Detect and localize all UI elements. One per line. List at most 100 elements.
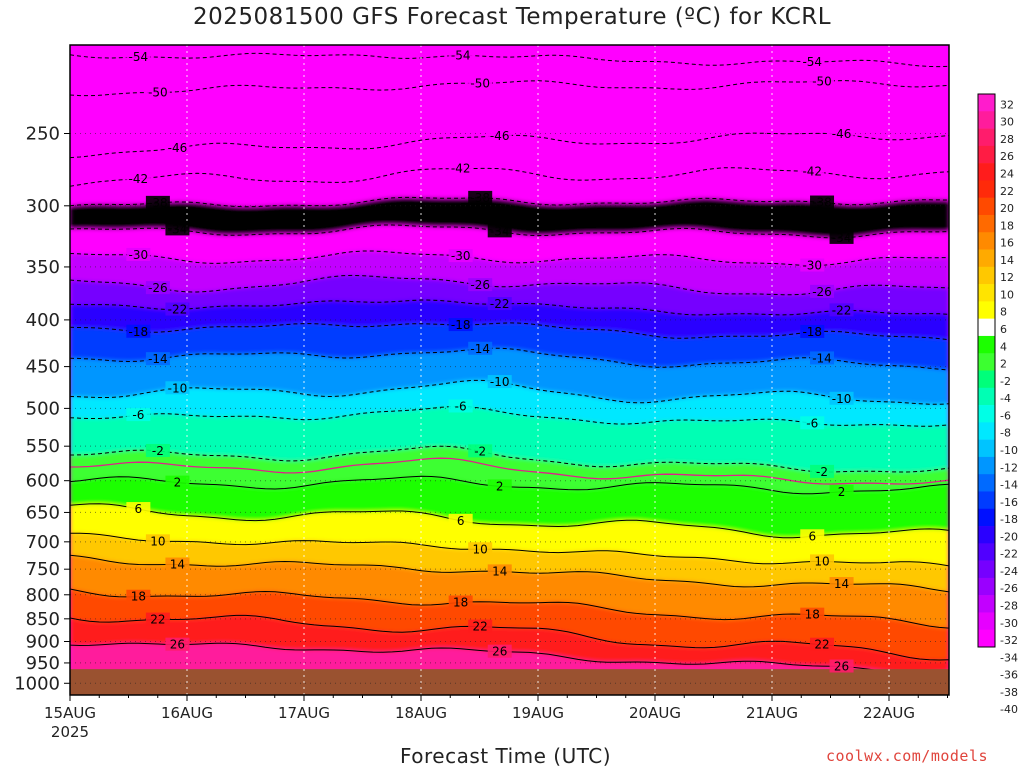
contour-label-bg [448,399,473,413]
field-band [70,133,949,187]
contour-label: -38 [812,196,832,210]
contour-label: -6 [455,399,467,413]
contour-label-bg [165,381,190,395]
colorbar-label: -26 [1000,582,1018,595]
colorbar-label: 24 [1000,167,1014,180]
colorbar-swatch [978,111,995,129]
contour-label-bg [800,529,825,543]
contour-label-bg [810,554,835,568]
colorbar-swatch [978,629,995,648]
field-band [70,275,949,315]
y-tick-label: 650 [26,502,60,523]
x-tick-label: 22AUG [863,704,915,722]
field-band [70,555,949,629]
colorbar-swatch [978,491,995,510]
contour-label-bg [487,224,512,238]
contour-label: -46 [832,127,852,141]
colorbar-swatch [978,577,995,596]
colorbar-swatch [978,335,995,354]
colorbar-label: -16 [1000,496,1018,509]
contour-label: 6 [808,529,816,543]
colorbar-label: -30 [1000,617,1018,630]
colorbar-swatch [978,595,995,613]
contour-label: 14 [170,558,185,572]
contour-label: 26 [170,638,185,652]
contour-label: -26 [812,285,832,299]
field-band [70,446,949,494]
x-tick-label: 17AUG [278,704,330,722]
contour-label-bg [810,284,835,298]
contour-label-bg [448,161,473,175]
colorbar-label: -28 [1000,600,1018,613]
colorbar-swatch [978,370,995,389]
colorbar-label: -10 [1000,444,1018,457]
contour-label-bg [468,341,493,355]
contour-label-bg [126,171,151,185]
colorbar-swatch [978,387,995,406]
contour-label-bg [829,230,854,244]
contour-label-bg [810,464,835,478]
isotherm-line [70,445,949,473]
colorbar-swatch [978,145,995,164]
colorbar-swatch [978,439,995,458]
colorbar: 32 30 28 26 24 22 20 18 16 14 12 10 8 6 4 2 -2 -4 -6 -8 -10 -… [977,93,1018,716]
contour-label-bg [145,443,170,457]
x-tick-label: 21AUG [746,704,798,722]
colorbar-label: -32 [1000,634,1018,647]
contour-label-bg [126,50,151,64]
contour-label-bg [126,247,151,261]
x-tick-label: 16AUG [161,704,213,722]
colorbar-swatch [978,284,995,302]
colorbar-frame [977,93,996,648]
colorbar-swatch [978,405,995,423]
colorbar-label: 18 [1000,219,1014,232]
contour-label: -34 [490,224,510,238]
contour-label: -2 [816,465,828,479]
contour-label-bg [145,85,170,99]
freezing-line [70,457,949,485]
contour-label-bg [800,54,825,68]
contour-label-bg [829,391,854,405]
colorbar-label: -40 [1000,703,1018,716]
contour-label-bg [468,444,493,458]
contour-label: -14 [148,352,168,366]
colorbar-label: -12 [1000,461,1018,474]
colorbar-swatch [978,301,995,319]
contour-label: 26 [492,645,507,659]
colorbar-label: 4 [1000,340,1007,353]
contour-label: -54 [451,48,471,62]
colorbar-label: -14 [1000,479,1018,492]
contour-label-bg [800,607,825,621]
x-tick-label: 20AUG [629,704,681,722]
contour-label: 10 [473,542,488,556]
colorbar-swatch [978,180,995,198]
colorbar-label: 10 [1000,288,1014,301]
contour-label: -50 [812,74,832,88]
ground-surface [70,669,949,695]
y-tick-label: 850 [26,609,60,630]
y-tick-label: 700 [26,532,60,553]
credit-link[interactable]: coolwx.com/models [826,747,989,765]
contour-label: -10 [490,375,510,389]
contour-label-bg [165,222,190,236]
colorbar-swatch [978,508,995,527]
colorbar-swatch [978,128,995,147]
y-tick-label: 950 [26,653,60,674]
x-tick-label: 15AUG [44,704,96,722]
colorbar-label: -38 [1000,686,1018,699]
y-tick-label: 750 [26,559,60,580]
field-band [70,225,949,266]
colorbar-label: -4 [1000,392,1011,405]
field-band [70,406,949,472]
contour-label-bg [126,589,151,603]
field-band [70,197,949,238]
field-band [70,322,949,370]
contour-label: -30 [451,249,471,263]
contour-label: -18 [802,325,822,339]
field-band [70,380,949,427]
contour-label-bg [145,534,170,548]
colorbar-swatch [978,353,995,371]
field-band [70,589,949,660]
contour-label: -50 [470,76,490,90]
